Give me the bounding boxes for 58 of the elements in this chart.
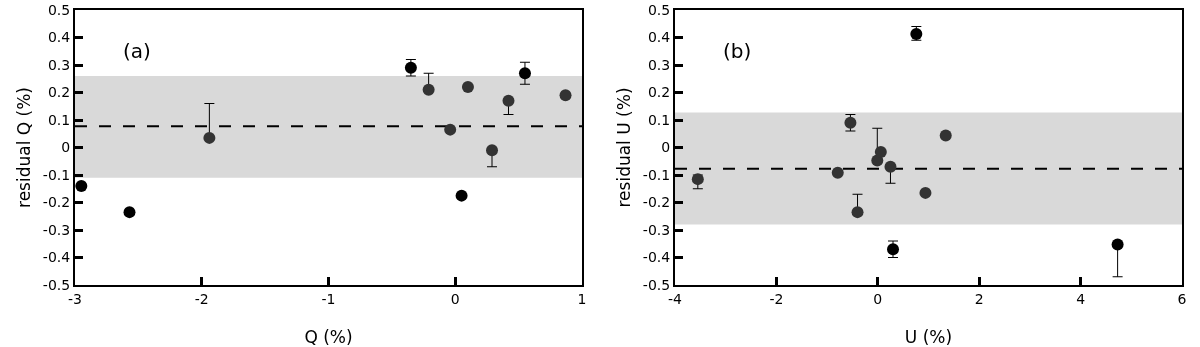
y-tick-label: 0.2 xyxy=(647,84,671,101)
point xyxy=(884,160,897,173)
point xyxy=(461,81,474,93)
point xyxy=(919,186,932,199)
point xyxy=(422,83,435,96)
x-tick-label: 4 xyxy=(1076,290,1086,307)
x-tick-label: -2 xyxy=(769,290,784,307)
x-tick-label: -4 xyxy=(668,290,683,307)
x-tick-label: 1 xyxy=(577,290,587,307)
y-tick-label: 0.1 xyxy=(647,111,671,128)
y-tick-label: -0.1 xyxy=(642,166,671,183)
y-tick-label: 0 xyxy=(61,139,71,156)
point xyxy=(559,89,572,102)
point xyxy=(502,94,515,107)
y-tick-label: 0.1 xyxy=(47,111,71,128)
x-tick-label: -2 xyxy=(194,290,209,307)
point xyxy=(444,123,457,136)
x-tick-label: 0 xyxy=(450,290,460,307)
y-tick-label: -0.5 xyxy=(642,276,671,293)
x-axis-title: Q (%) xyxy=(304,327,353,347)
point xyxy=(874,145,887,158)
y-tick-label: -0.2 xyxy=(42,194,71,211)
point xyxy=(939,129,952,142)
y-tick-label: 0.3 xyxy=(647,56,671,73)
point xyxy=(486,144,499,157)
y-tick-label: -0.4 xyxy=(642,249,671,266)
y-tick-label: -0.1 xyxy=(42,166,71,183)
y-tick-label: 0.4 xyxy=(47,29,71,46)
annotation: (b) xyxy=(723,39,752,63)
point xyxy=(851,206,864,219)
point xyxy=(691,173,704,186)
x-tick-label: -3 xyxy=(68,290,82,307)
y-tick-label: 0.3 xyxy=(47,56,71,73)
point xyxy=(518,67,531,80)
point xyxy=(75,180,88,192)
point xyxy=(123,206,136,219)
x-tick-label: -1 xyxy=(321,290,336,307)
y-tick-label: -0.3 xyxy=(642,221,671,238)
y-tick-label: 0.5 xyxy=(647,1,671,18)
y-tick-label: 0.4 xyxy=(647,29,671,46)
y-tick-label: 0.2 xyxy=(47,84,71,101)
y-tick-label: 0 xyxy=(661,139,671,156)
point xyxy=(203,131,216,144)
x-tick-label: 6 xyxy=(1177,290,1187,307)
y-tick-label: -0.2 xyxy=(642,194,671,211)
x-tick-label: 0 xyxy=(873,290,883,307)
point xyxy=(831,166,844,179)
x-axis-title: U (%) xyxy=(904,327,953,347)
annotation: (a) xyxy=(123,39,151,63)
y-axis-title: residual Q (%) xyxy=(14,87,34,208)
y-tick-label: -0.4 xyxy=(42,249,71,266)
y-axis-title: residual U (%) xyxy=(614,87,634,208)
y-tick-label: -0.5 xyxy=(42,276,71,293)
y-tick-label: 0.5 xyxy=(47,1,71,18)
point xyxy=(1111,238,1124,251)
point xyxy=(455,189,468,202)
x-tick-label: 2 xyxy=(974,290,984,307)
y-tick-label: -0.3 xyxy=(42,221,71,238)
